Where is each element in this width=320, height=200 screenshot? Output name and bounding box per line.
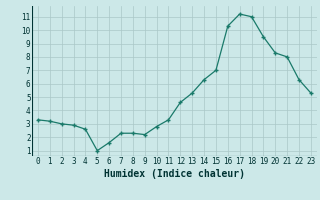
X-axis label: Humidex (Indice chaleur): Humidex (Indice chaleur) — [104, 169, 245, 179]
